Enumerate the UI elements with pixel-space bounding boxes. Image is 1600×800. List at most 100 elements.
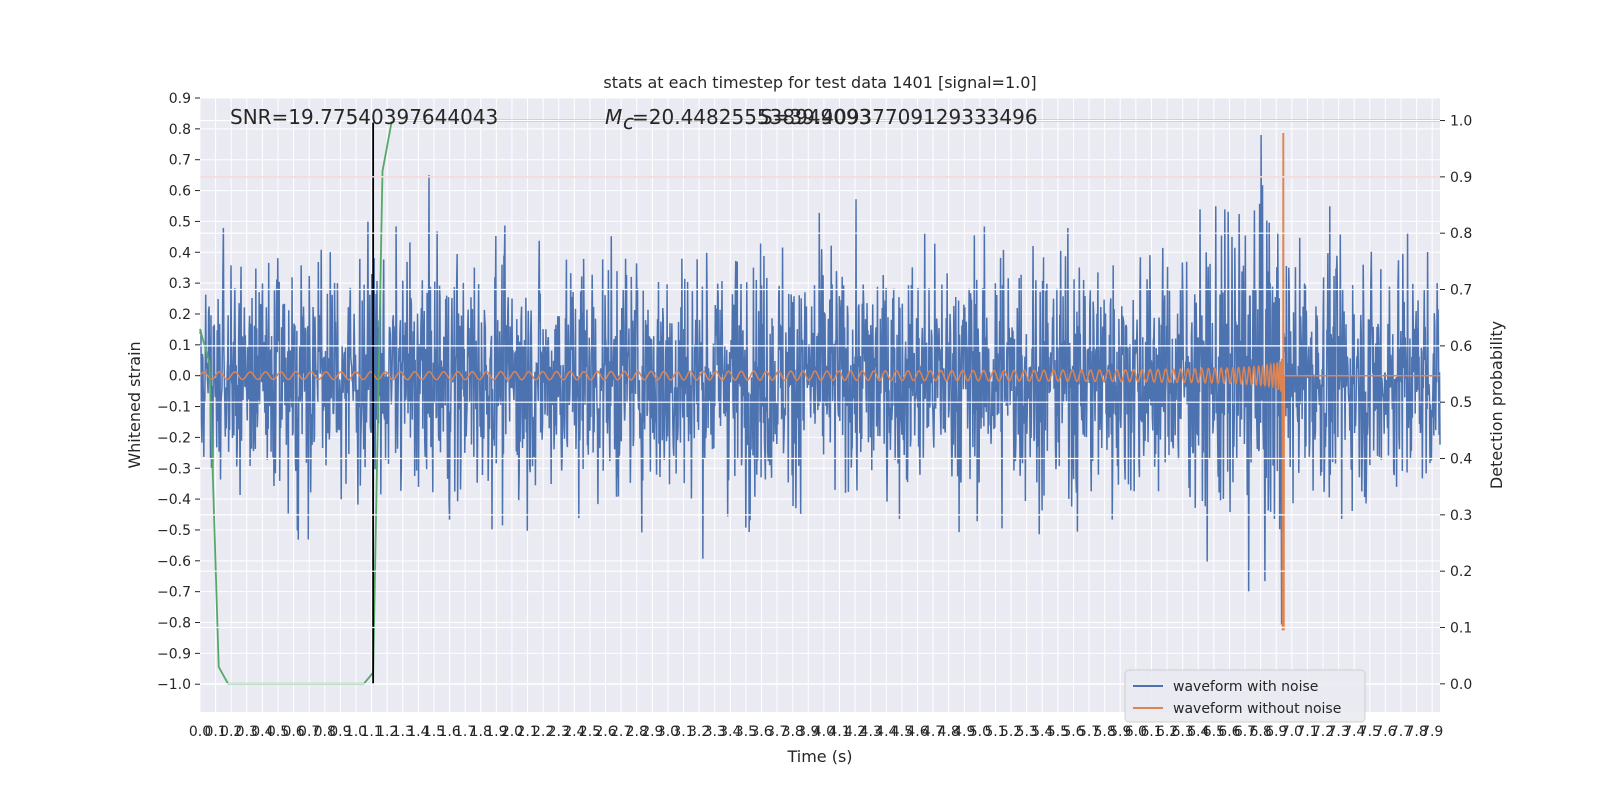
x-tick-label: 3.1 <box>672 724 694 740</box>
y2-tick-label: 0.3 <box>1450 508 1472 524</box>
x-tick-label: 3.5 <box>735 724 757 740</box>
y-tick-label: −0.1 <box>157 400 191 416</box>
x-tick-label: 0.8 <box>314 724 336 740</box>
x-tick-label: 7.3 <box>1327 724 1349 740</box>
y-tick-label: −1.0 <box>157 677 191 693</box>
x-tick-label: 5.8 <box>1094 724 1116 740</box>
x-tick-label: 0.2 <box>220 724 242 740</box>
y-tick-label: −0.6 <box>157 554 191 570</box>
x-tick-label: 0.7 <box>298 724 320 740</box>
x-tick-label: 4.9 <box>953 724 975 740</box>
x-tick-label: 7.6 <box>1374 724 1396 740</box>
y-tick-label: 0.2 <box>169 307 191 323</box>
x-tick-label: 4.3 <box>860 724 882 740</box>
y-tick-label: 0.7 <box>169 153 191 169</box>
y-tick-label: −0.9 <box>157 646 191 662</box>
x-tick-label: 2.0 <box>501 724 523 740</box>
y2-axis-label: Detection probability <box>1487 321 1506 489</box>
mc-symbol: M <box>605 105 622 129</box>
y2-tick-label: 0.5 <box>1450 395 1472 411</box>
x-tick-label: 6.8 <box>1249 724 1271 740</box>
y-tick-label: −0.7 <box>157 585 191 601</box>
x-tick-label: 5.7 <box>1078 724 1100 740</box>
x-tick-label: 7.1 <box>1296 724 1318 740</box>
x-axis-label: Time (s) <box>786 747 852 766</box>
x-tick-label: 2.9 <box>641 724 663 740</box>
y-tick-label: 0.0 <box>169 369 191 385</box>
x-tick-label: 2.4 <box>563 724 585 740</box>
y2-tick-label: 0.6 <box>1450 339 1472 355</box>
y-tick-label: 0.6 <box>169 184 191 200</box>
y-axis-label: Whitened strain <box>125 341 144 468</box>
snr-annotation: SNR=19.77540397644043 <box>230 105 498 129</box>
x-tick-label: 1.9 <box>485 724 507 740</box>
x-tick-label: 2.2 <box>532 724 554 740</box>
legend-box <box>1124 669 1366 723</box>
x-tick-label: 2.5 <box>579 724 601 740</box>
x-tick-label: 4.0 <box>813 724 835 740</box>
x-tick-label: 6.7 <box>1234 724 1256 740</box>
x-tick-label: 0.1 <box>204 724 226 740</box>
y-tick-label: 0.5 <box>169 214 191 230</box>
y2-tick-label: 0.0 <box>1450 677 1472 693</box>
x-tick-label: 3.2 <box>688 724 710 740</box>
y2-tick-label: 0.2 <box>1450 564 1472 580</box>
x-tick-label: 6.5 <box>1203 724 1225 740</box>
x-tick-label: 7.2 <box>1312 724 1334 740</box>
x-tick-label: 4.4 <box>875 724 897 740</box>
x-axis-ticks: 0.00.10.20.30.40.50.60.70.80.91.01.11.21… <box>189 724 1443 740</box>
y2-axis-ticks: 1.0 0.9 0.8 0.7 0.6 0.5 0.4 0.3 0.2 0.1 0.0 <box>1440 114 1472 693</box>
x-tick-label: 1.3 <box>392 724 414 740</box>
x-tick-label: 4.2 <box>844 724 866 740</box>
x-tick-label: 7.5 <box>1359 724 1381 740</box>
x-tick-label: 5.0 <box>969 724 991 740</box>
y2-tick-label: 0.7 <box>1450 283 1472 299</box>
legend: waveform with noise waveform without noi… <box>1124 669 1366 723</box>
x-tick-label: 3.4 <box>719 724 741 740</box>
y2-tick-label: 0.9 <box>1450 170 1472 186</box>
x-tick-label: 7.4 <box>1343 724 1365 740</box>
x-tick-label: 3.3 <box>704 724 726 740</box>
x-tick-label: 5.1 <box>984 724 1006 740</box>
y-tick-label: −0.3 <box>157 461 191 477</box>
x-tick-label: 4.8 <box>938 724 960 740</box>
x-tick-label: 1.4 <box>407 724 429 740</box>
x-tick-label: 6.6 <box>1218 724 1240 740</box>
x-tick-label: 2.8 <box>626 724 648 740</box>
x-tick-label: 5.3 <box>1016 724 1038 740</box>
x-tick-label: 1.1 <box>360 724 382 740</box>
x-tick-label: 6.9 <box>1265 724 1287 740</box>
right-axis-grid-lines <box>200 119 1440 685</box>
x-tick-label: 7.0 <box>1281 724 1303 740</box>
x-tick-label: 1.2 <box>376 724 398 740</box>
x-tick-label: 6.4 <box>1187 724 1209 740</box>
legend-entry-clean: waveform without noise <box>1173 701 1341 717</box>
x-tick-label: 5.5 <box>1047 724 1069 740</box>
mc-annotation: =20.448255538949093 <box>632 105 871 129</box>
y2-tick-label: 0.1 <box>1450 621 1472 637</box>
x-tick-label: 5.2 <box>1000 724 1022 740</box>
chirp-trace <box>199 133 1440 631</box>
x-tick-label: 3.0 <box>657 724 679 740</box>
x-tick-label: 0.6 <box>282 724 304 740</box>
x-tick-label: 4.6 <box>906 724 928 740</box>
x-tick-label: 3.8 <box>782 724 804 740</box>
x-tick-label: 3.9 <box>797 724 819 740</box>
mc-subscript: c <box>623 110 634 134</box>
y-axis-ticks: 0.9 0.8 0.7 0.6 0.5 0.4 0.3 0.2 0.1 0.0 −0.1 −0.2 −0… <box>157 91 200 693</box>
y-tick-label: −0.4 <box>157 492 191 508</box>
x-tick-label: 7.9 <box>1421 724 1443 740</box>
x-tick-label: 7.8 <box>1405 724 1427 740</box>
x-tick-label: 2.3 <box>548 724 570 740</box>
x-tick-label: 0.4 <box>251 724 273 740</box>
x-tick-label: 6.1 <box>1140 724 1162 740</box>
y2-tick-label: 0.8 <box>1450 226 1472 242</box>
x-tick-label: 0.9 <box>329 724 351 740</box>
y-tick-label: 0.3 <box>169 276 191 292</box>
x-tick-label: 7.7 <box>1390 724 1412 740</box>
second-annotation: S=39.40937709129333496 <box>760 105 1038 129</box>
y2-tick-label: 1.0 <box>1450 114 1472 130</box>
x-tick-label: 2.6 <box>594 724 616 740</box>
y-tick-label: −0.8 <box>157 616 191 632</box>
